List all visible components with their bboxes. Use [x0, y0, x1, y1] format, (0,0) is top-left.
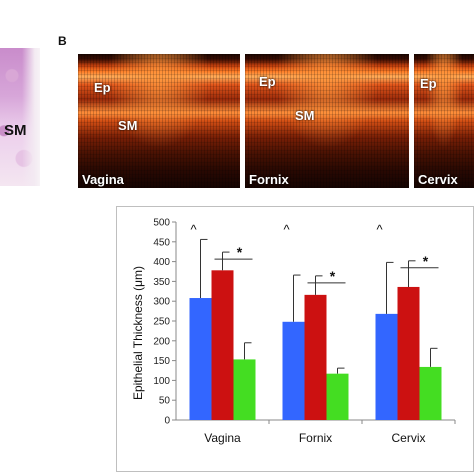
bar: [397, 286, 420, 420]
oct-image-cervix: Ep Cervix: [414, 54, 474, 188]
chart-bars: [189, 270, 442, 420]
y-tick-label: 350: [153, 277, 170, 288]
chart-error-bars: [200, 238, 438, 374]
y-tick-label: 300: [153, 297, 170, 308]
region-label: Vagina: [82, 172, 124, 187]
bar: [211, 270, 234, 420]
region-label: Cervix: [418, 172, 458, 187]
bar: [375, 313, 398, 420]
bar: [326, 373, 349, 420]
y-tick-label: 0: [164, 416, 170, 427]
y-tick-label: 150: [153, 356, 170, 367]
y-tick-label: 250: [153, 317, 170, 328]
significance-star: *: [237, 244, 243, 260]
ep-label: Ep: [420, 76, 437, 91]
region-label: Fornix: [249, 172, 289, 187]
significance-caret: ^: [190, 222, 197, 237]
panel-b-letter: B: [58, 34, 67, 48]
y-tick-label: 50: [159, 396, 171, 407]
histology-light-region: [22, 48, 40, 186]
y-tick-label: 450: [153, 237, 170, 248]
x-tick-label: Fornix: [299, 431, 332, 445]
y-tick-label: 500: [153, 218, 170, 229]
bar: [304, 294, 327, 420]
bar: [189, 298, 212, 420]
histology-sm-label: SM: [4, 122, 27, 139]
chart-annotations: ^ * ^ * ^ *: [190, 222, 439, 284]
bar: [233, 359, 256, 420]
ep-label: Ep: [259, 74, 276, 89]
y-tick-label: 100: [153, 376, 170, 387]
bar: [282, 321, 305, 420]
y-tick-label: 200: [153, 336, 170, 347]
significance-star: *: [330, 268, 336, 284]
ep-label: Ep: [94, 80, 111, 95]
significance-caret: ^: [376, 222, 383, 237]
significance-caret: ^: [283, 222, 290, 237]
oct-image-fornix: Ep SM Fornix: [245, 54, 409, 188]
sm-label: SM: [118, 118, 138, 133]
x-tick-label: Vagina: [204, 431, 241, 445]
oct-image-vagina: Ep SM Vagina: [78, 54, 240, 188]
y-axis-label: Epithelial Thickness (μm): [131, 266, 145, 400]
x-tick-label: Cervix: [391, 431, 425, 445]
bar: [419, 366, 442, 420]
sm-label: SM: [295, 108, 315, 123]
y-tick-label: 400: [153, 257, 170, 268]
significance-star: *: [423, 253, 429, 269]
